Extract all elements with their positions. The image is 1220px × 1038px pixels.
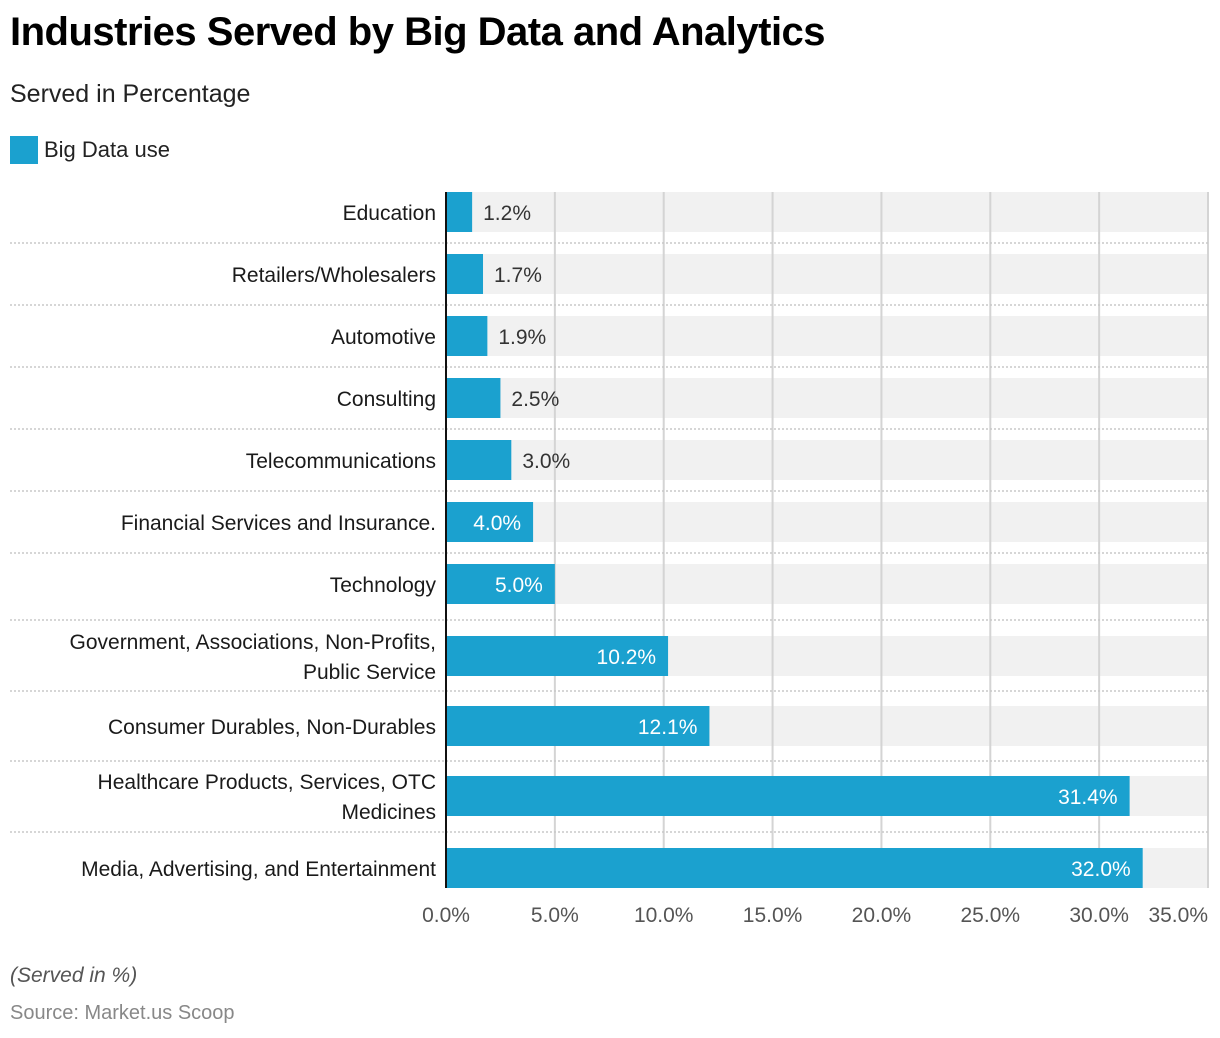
category-label: Public Service <box>303 661 436 684</box>
bar-track <box>446 316 1208 356</box>
data-label: 31.4% <box>1058 786 1118 809</box>
legend: Big Data use <box>10 136 170 164</box>
data-label: 1.9% <box>498 326 546 349</box>
bar <box>446 440 512 480</box>
bar <box>446 564 555 604</box>
bar <box>446 776 1130 816</box>
bar-track <box>446 192 1208 232</box>
data-label: 10.2% <box>597 646 657 669</box>
category-label: Telecommunications <box>246 450 436 473</box>
x-tick-label: 25.0% <box>961 904 1021 927</box>
bar-track <box>446 378 1208 418</box>
bar <box>446 192 473 232</box>
data-label: 1.7% <box>494 264 542 287</box>
data-label: 32.0% <box>1071 858 1131 881</box>
bar <box>446 378 501 418</box>
x-tick-label: 30.0% <box>1069 904 1129 927</box>
bar <box>446 502 534 542</box>
category-label: Media, Advertising, and Entertainment <box>81 858 436 881</box>
data-label: 5.0% <box>495 574 543 597</box>
x-tick-label: 10.0% <box>634 904 694 927</box>
bar-track <box>446 440 1208 480</box>
bar-track <box>446 502 1208 542</box>
category-label: Consumer Durables, Non-Durables <box>108 716 436 739</box>
category-label: Education <box>343 202 436 225</box>
data-label: 3.0% <box>522 450 570 473</box>
bar <box>446 706 710 746</box>
data-label: 1.2% <box>483 202 531 225</box>
data-label: 4.0% <box>473 512 521 535</box>
bar <box>446 636 669 676</box>
category-label: Consulting <box>337 388 436 411</box>
x-tick-label: 15.0% <box>743 904 803 927</box>
x-tick-label: 20.0% <box>852 904 912 927</box>
bar-chart: 1.2% Education 1.7% Retailers/Wholesalers 1.… <box>10 192 1210 927</box>
x-tick-label: 5.0% <box>531 904 579 927</box>
chart-subtitle: Served in Percentage <box>10 80 251 108</box>
category-label: Technology <box>330 574 437 597</box>
data-label: 2.5% <box>511 388 559 411</box>
x-tick-label: 35.0% <box>1148 904 1208 927</box>
data-label: 12.1% <box>638 716 698 739</box>
category-label: Government, Associations, Non-Profits, <box>70 631 437 654</box>
x-tick-label: 0.0% <box>422 904 470 927</box>
bar-track <box>446 564 1208 604</box>
bar-track <box>446 254 1208 294</box>
chart-title: Industries Served by Big Data and Analyt… <box>10 10 826 54</box>
category-label: Automotive <box>331 326 436 349</box>
category-label: Healthcare Products, Services, OTC <box>98 771 436 794</box>
bar <box>446 316 488 356</box>
source-note: Source: Market.us Scoop <box>10 1002 235 1024</box>
footnote: (Served in %) <box>10 964 138 987</box>
bar <box>446 254 484 294</box>
legend-label: Big Data use <box>44 137 170 162</box>
legend-swatch <box>10 136 38 164</box>
category-label: Financial Services and Insurance. <box>121 512 436 535</box>
bar <box>446 848 1143 888</box>
category-label: Medicines <box>341 801 436 824</box>
category-label: Retailers/Wholesalers <box>232 264 436 287</box>
